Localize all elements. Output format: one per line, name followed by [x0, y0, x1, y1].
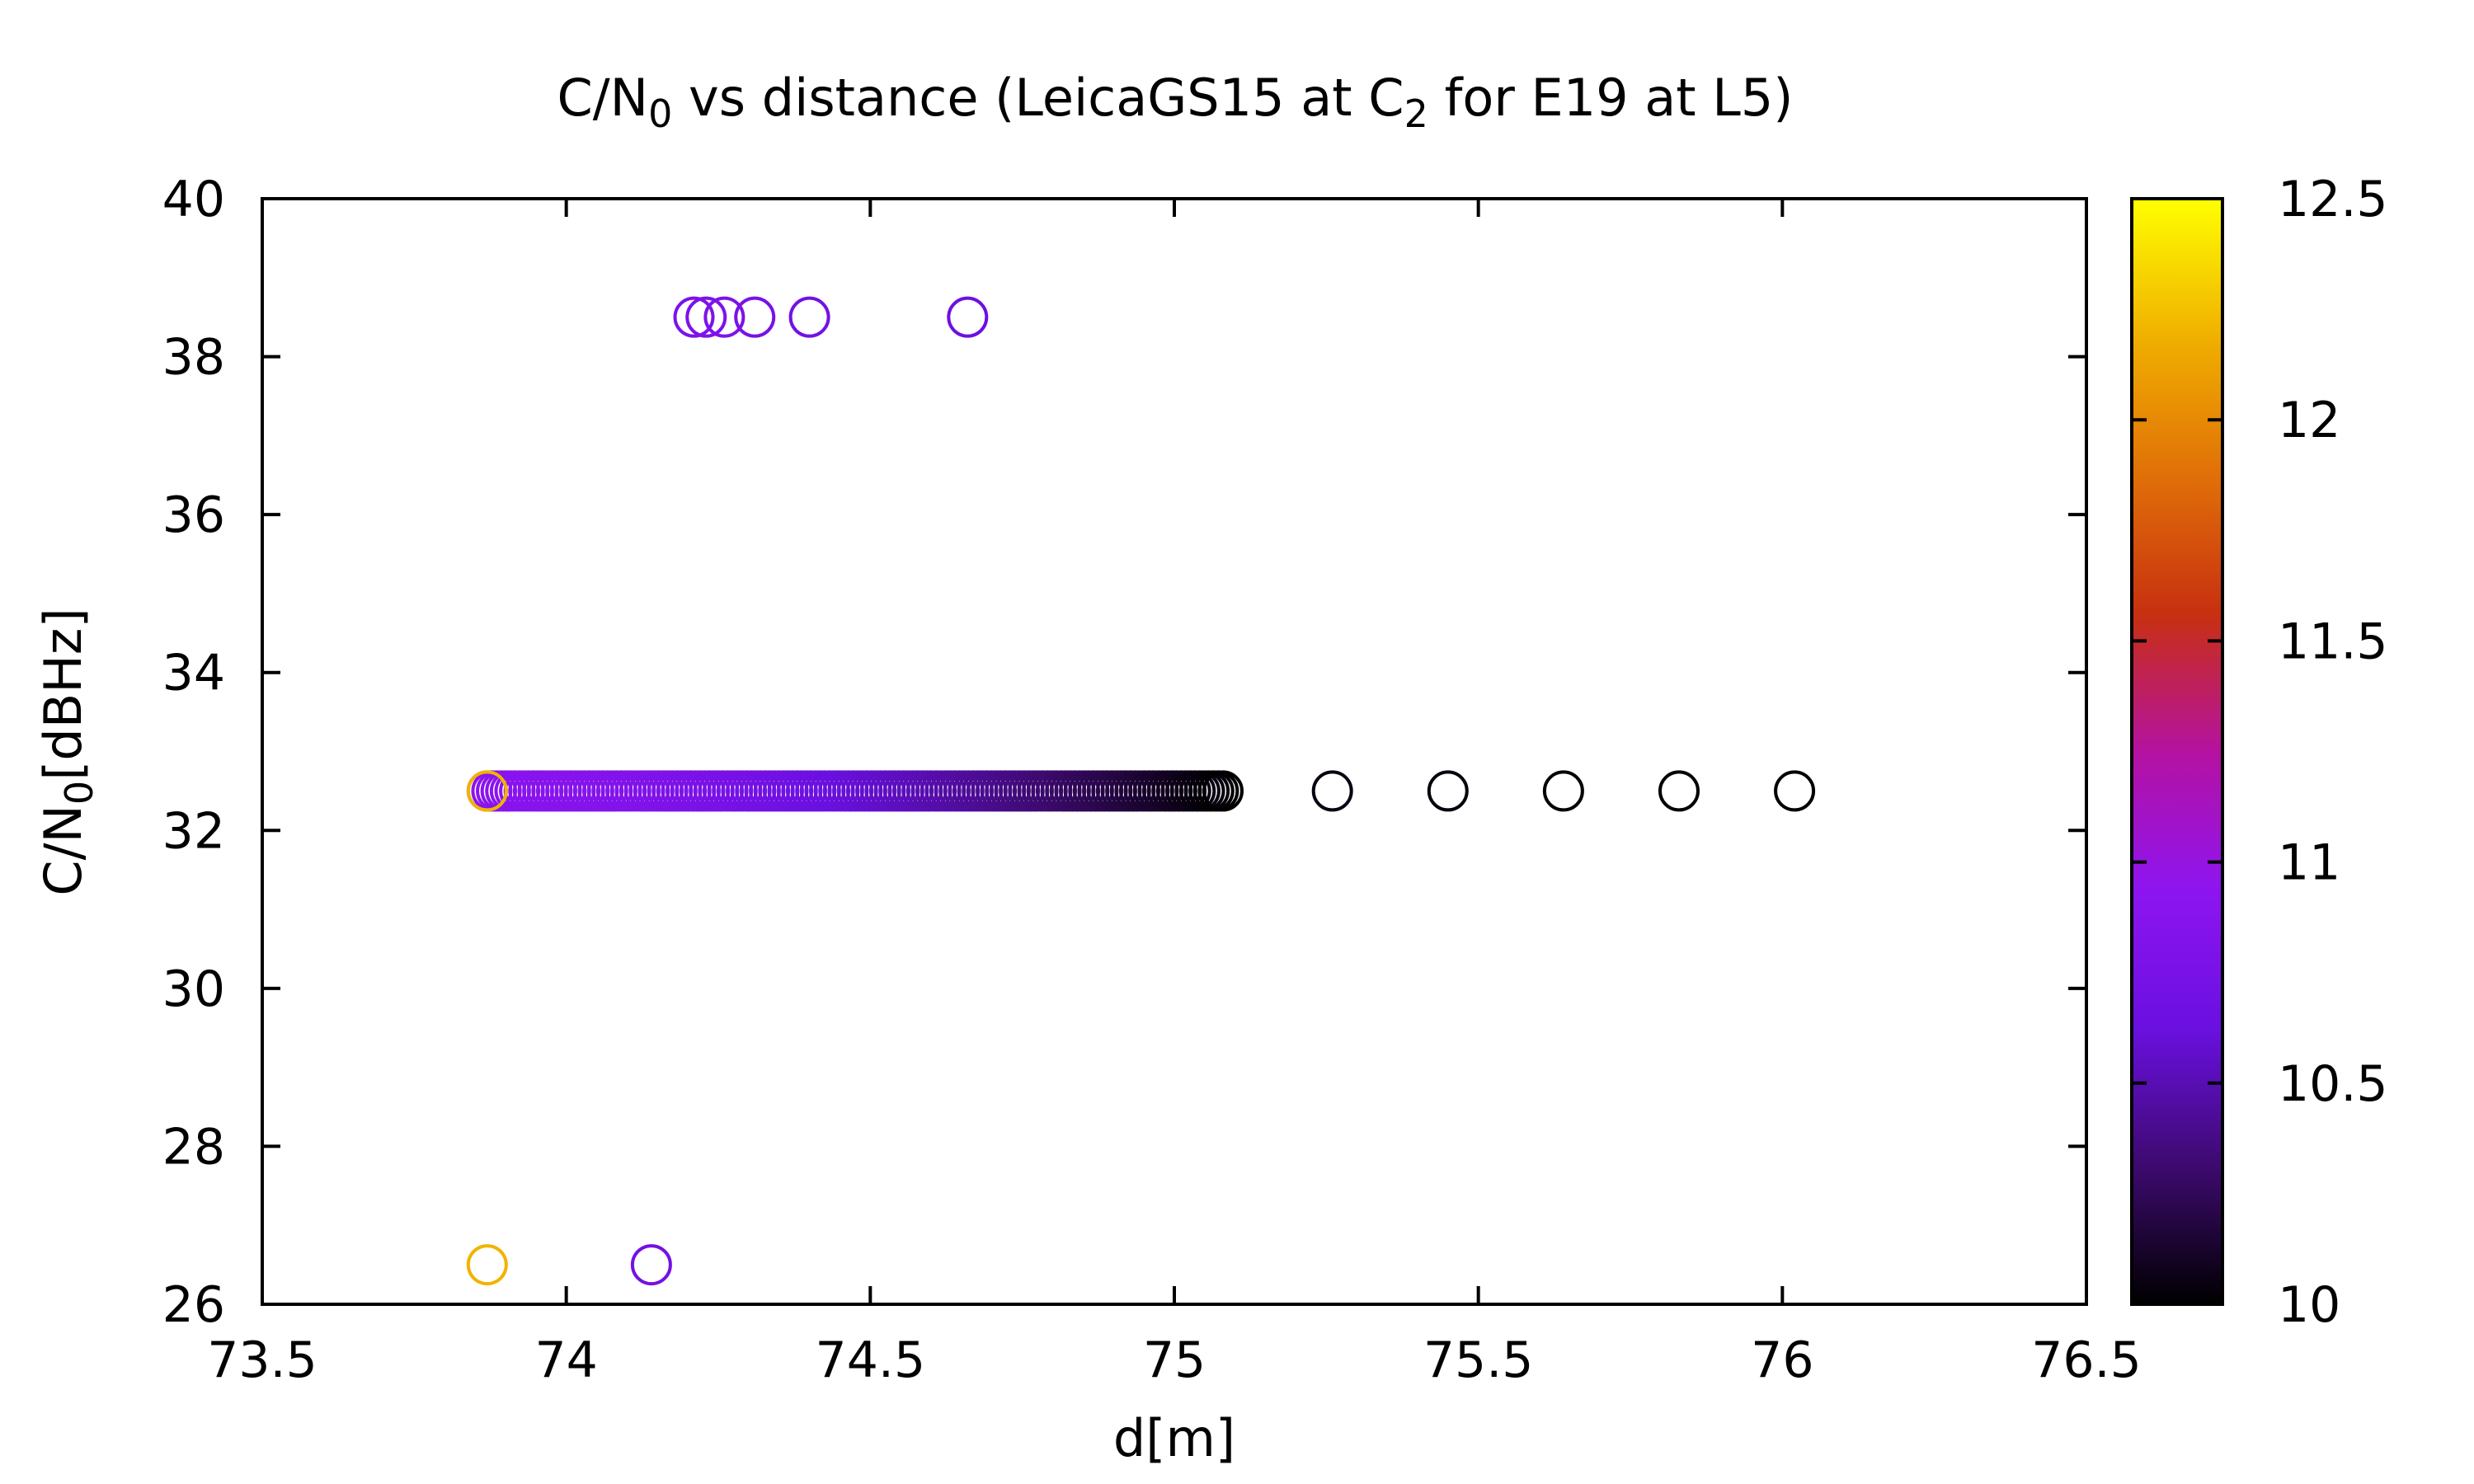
y-tick-label: 34 — [162, 645, 225, 702]
colorbar-tick-label: 12 — [2278, 392, 2340, 449]
data-point — [788, 296, 830, 338]
data-point — [630, 1244, 672, 1286]
data-point — [1311, 770, 1353, 812]
y-axis-label: C/N0[dBHz] — [33, 608, 101, 895]
colorbar-gradient — [2132, 199, 2222, 1304]
points-layer — [466, 296, 1816, 1286]
x-tick-label: 76 — [1751, 1331, 1813, 1389]
data-point — [734, 296, 776, 338]
y-tick-label: 36 — [162, 486, 225, 544]
colorbar-tick-label: 10.5 — [2278, 1055, 2388, 1113]
data-point — [1542, 770, 1584, 812]
colorbar-tick-label: 11 — [2278, 834, 2340, 892]
data-point — [673, 296, 715, 338]
y-tick-label: 38 — [162, 329, 225, 387]
y-tick-label: 40 — [162, 171, 225, 228]
colorbar: 10 10.5 11 11.5 12 12.5 — [2130, 171, 2388, 1334]
data-point — [1658, 770, 1700, 812]
x-axis-label: d[m] — [1113, 1408, 1235, 1468]
data-point — [466, 770, 508, 812]
x-tick-label: 74.5 — [816, 1331, 926, 1389]
data-point — [947, 296, 989, 338]
data-point — [1202, 770, 1244, 812]
y-axis: 26 28 30 32 34 36 38 40 — [162, 171, 2086, 1334]
x-tick-label: 75.5 — [1423, 1331, 1534, 1389]
y-tick-label: 28 — [162, 1118, 225, 1176]
colorbar-tick-label: 11.5 — [2278, 613, 2388, 670]
data-point — [1774, 770, 1816, 812]
x-tick-label: 76.5 — [2031, 1331, 2142, 1389]
y-tick-label: 30 — [162, 960, 225, 1018]
x-tick-label: 74 — [534, 1331, 597, 1389]
x-tick-label: 73.5 — [207, 1331, 317, 1389]
x-tick-label: 75 — [1143, 1331, 1206, 1389]
data-point — [466, 1244, 508, 1286]
data-point — [685, 296, 727, 338]
chart-title: C/N0 vs distance (LeicaGS15 at C2 for E1… — [557, 68, 1794, 136]
colorbar-tick-label: 12.5 — [2278, 171, 2388, 228]
colorbar-tick-label: 10 — [2278, 1276, 2340, 1334]
data-point — [703, 296, 745, 338]
y-tick-label: 26 — [162, 1276, 225, 1334]
y-tick-label: 32 — [162, 802, 225, 860]
data-point — [1427, 770, 1469, 812]
x-axis: 73.5 74 74.5 75 75.5 76 76.5 — [207, 199, 2142, 1389]
colorbar-frame — [2130, 197, 2224, 1306]
plot-frame — [261, 197, 2088, 1306]
